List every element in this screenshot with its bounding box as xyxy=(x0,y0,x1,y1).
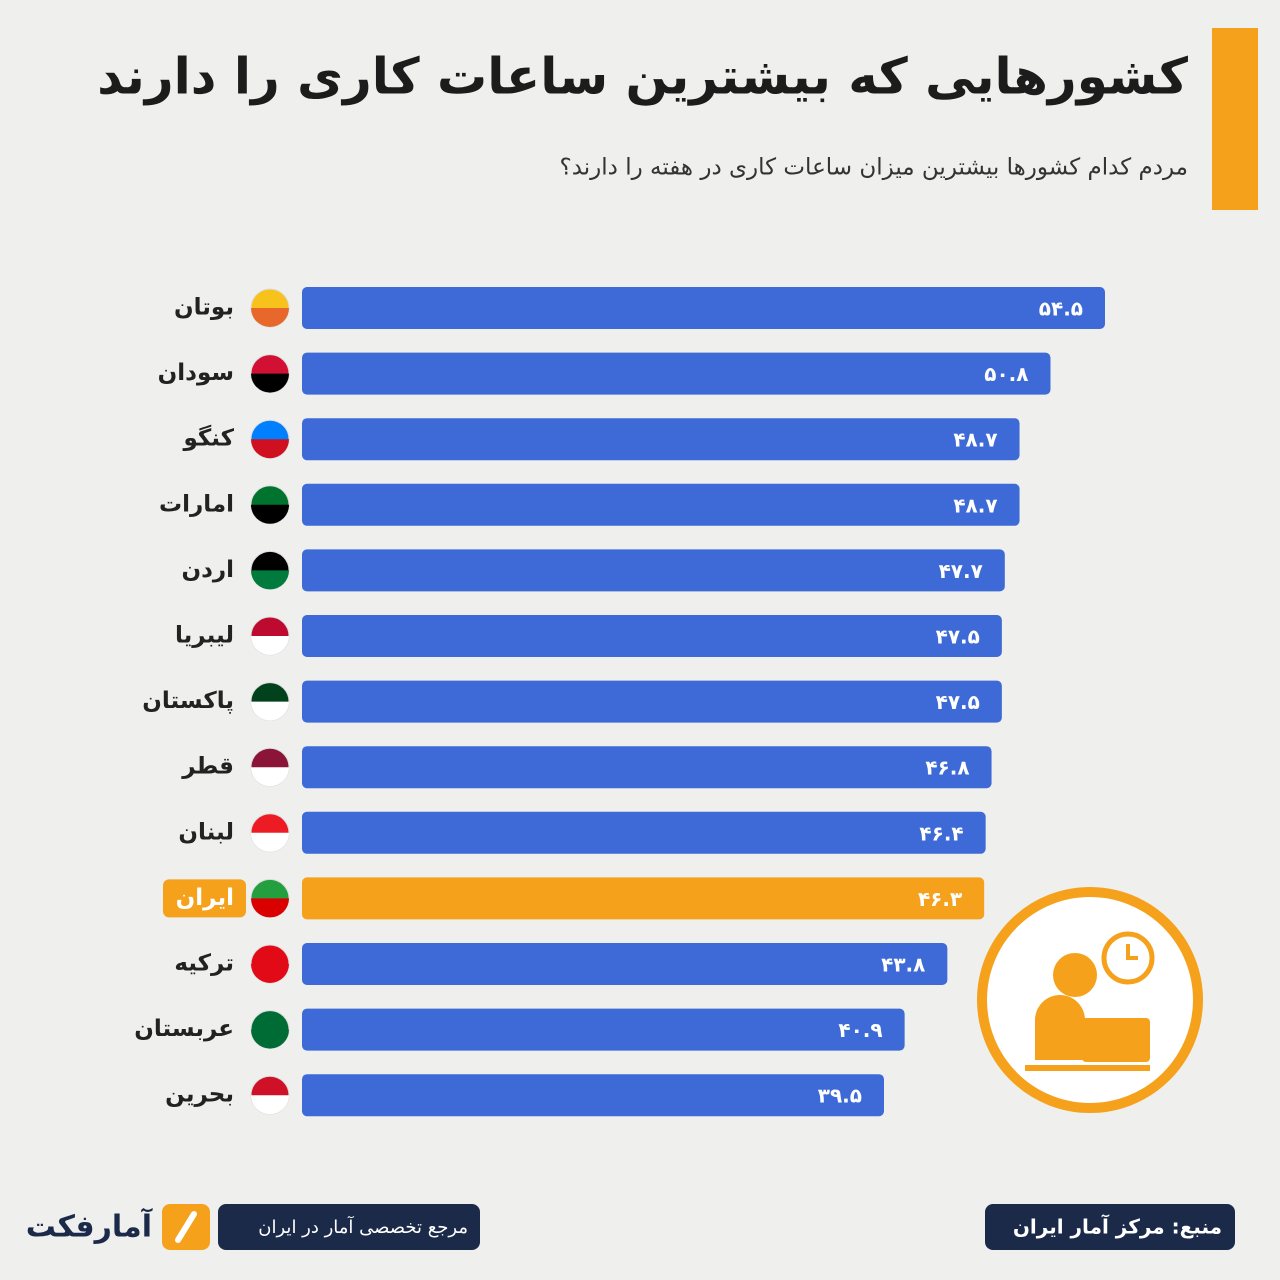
flag-detail xyxy=(251,504,289,524)
category-label: ترکیه xyxy=(174,951,234,977)
value-label: ۳۹.۵ xyxy=(818,1084,862,1108)
value-label: ۴۶.۸ xyxy=(925,756,969,780)
flag-detail xyxy=(251,1095,289,1115)
value-label: ۴۸.۷ xyxy=(953,493,997,517)
label-highlight xyxy=(163,879,246,918)
icon-laptop xyxy=(1082,1018,1150,1062)
category-label: امارات xyxy=(159,491,234,517)
icon-clock-hands xyxy=(1126,944,1138,960)
category-label: لبنان xyxy=(178,819,234,845)
flag-detail xyxy=(251,832,289,852)
value-label: ۴۰.۹ xyxy=(838,1018,882,1042)
bar xyxy=(302,287,1105,329)
value-label: ۴۸.۷ xyxy=(953,428,997,452)
value-label: ۵۰.۸ xyxy=(984,362,1028,386)
value-label: ۴۶.۳ xyxy=(918,887,962,911)
flag-detail xyxy=(251,308,289,327)
bar xyxy=(302,811,986,854)
flag-detail xyxy=(251,701,289,721)
work-icon xyxy=(977,887,1203,1113)
brand-mark-stroke xyxy=(175,1211,197,1243)
flag-detail xyxy=(251,1029,289,1049)
bar xyxy=(302,1008,905,1051)
bar xyxy=(302,746,992,789)
tagline: مرجع تخصصی آمار در ایران xyxy=(258,1215,468,1238)
value-label: ۴۷.۵ xyxy=(936,690,980,714)
brand: آمارفکت xyxy=(26,1208,153,1245)
bar xyxy=(302,680,1002,723)
category-label: ایران xyxy=(176,885,234,911)
category-label: بوتان xyxy=(174,295,234,321)
bar xyxy=(302,1074,884,1117)
accent-bar xyxy=(1212,28,1258,210)
category-label: اردن xyxy=(181,557,234,583)
category-label: قطر xyxy=(181,754,234,780)
category-label: لیبریا xyxy=(175,623,234,649)
category-label: سودان xyxy=(158,360,234,386)
bar xyxy=(302,352,1051,395)
flag-detail xyxy=(251,373,289,393)
bar xyxy=(302,483,1020,526)
value-label: ۴۷.۷ xyxy=(939,559,983,583)
icon-head xyxy=(1053,953,1097,997)
bar xyxy=(302,418,1020,461)
bar xyxy=(302,877,985,920)
flag-detail xyxy=(251,964,289,983)
flag-detail xyxy=(251,636,289,655)
value-label: ۴۶.۴ xyxy=(919,821,963,845)
source: منبع: مرکز آمار ایران xyxy=(1013,1214,1222,1239)
icon-ring xyxy=(977,887,1203,1113)
category-label: کنگو xyxy=(182,425,234,452)
category-label: پاکستان xyxy=(142,688,234,714)
value-label: ۵۴.۵ xyxy=(1039,297,1083,321)
bar xyxy=(302,943,948,985)
value-label: ۴۷.۵ xyxy=(936,625,980,649)
chart-subtitle: مردم کدام کشورها بیشترین میزان ساعات کار… xyxy=(559,155,1188,181)
flag-detail xyxy=(251,439,289,459)
flag-detail xyxy=(251,767,289,787)
category-label: بحرین xyxy=(165,1082,234,1108)
chart-title: کشورهایی که بیشترین ساعات کاری را دارند xyxy=(97,48,1189,107)
bar xyxy=(302,615,1002,657)
flag-detail xyxy=(251,898,289,918)
bar xyxy=(302,549,1005,592)
plot: ۵۴.۵ بوتان ۵۰.۸ سودان ۴۸.۷ کنگو ۴۸.۷ امارات ۴۷.۷… xyxy=(134,287,1105,1117)
tagline-box xyxy=(218,1204,480,1250)
icon-body xyxy=(1035,995,1085,1060)
flag-detail xyxy=(251,570,289,590)
source-box xyxy=(985,1204,1235,1250)
value-label: ۴۳.۸ xyxy=(881,953,925,977)
category-label: عربستان xyxy=(134,1016,234,1042)
